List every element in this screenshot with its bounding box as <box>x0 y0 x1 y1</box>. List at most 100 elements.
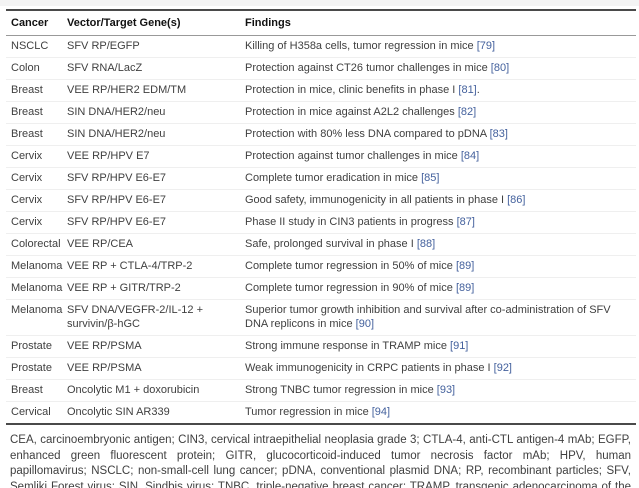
vector-cell: SFV RP/HPV E6-E7 <box>62 167 240 190</box>
cancer-cell: Melanoma <box>6 299 62 336</box>
cancer-cell: NSCLC <box>6 35 62 58</box>
cancer-cell: Breast <box>6 123 62 146</box>
table-row: Breast SIN DNA/HER2/neu Protection in mice… <box>6 101 636 124</box>
finding-text: Complete tumor eradication in mice <box>245 172 419 184</box>
table-row: Melanoma VEE RP + CTLA-4/TRP-2 Complete tu… <box>6 255 636 278</box>
finding-text: Phase II study in CIN3 patients in progr… <box>245 216 454 228</box>
finding-text: Good safety, immunogenicity in all patie… <box>245 194 505 206</box>
reference-link[interactable]: [79] <box>476 40 496 52</box>
finding-text: Complete tumor regression in 90% of mice <box>245 282 453 294</box>
table-row: Cervix SFV RP/HPV E6-E7 Complete tumor era… <box>6 167 636 190</box>
findings-cell: Complete tumor regression in 90% of mice… <box>240 277 636 300</box>
finding-text: Weak immunogenicity in CRPC patients in … <box>245 362 491 374</box>
cancer-cell: Cervix <box>6 167 62 190</box>
vector-cell: SFV RP/HPV E6-E7 <box>62 211 240 234</box>
findings-cell: Strong immune response in TRAMP mice [91… <box>240 335 636 358</box>
finding-text: Tumor regression in mice <box>245 406 369 418</box>
findings-cell: Safe, prolonged survival in phase I [88] <box>240 233 636 256</box>
finding-text: Strong immune response in TRAMP mice <box>245 340 447 352</box>
vector-cell: SFV RP/HPV E6-E7 <box>62 189 240 212</box>
reference-link[interactable]: [93] <box>436 384 456 396</box>
findings-cell: Tumor regression in mice [94] <box>240 402 636 425</box>
cancer-cell: Prostate <box>6 335 62 358</box>
reference-link[interactable]: [84] <box>460 150 480 162</box>
finding-text: Complete tumor regression in 50% of mice <box>245 260 453 272</box>
column-header-findings: Findings <box>240 10 636 36</box>
finding-text: Safe, prolonged survival in phase I <box>245 238 414 250</box>
cancer-cell: Cervix <box>6 145 62 168</box>
vector-cell: VEE RP/CEA <box>62 233 240 256</box>
vector-cell: Oncolytic M1 + doxorubicin <box>62 379 240 402</box>
reference-link[interactable]: [86] <box>507 194 526 206</box>
cancer-cell: Breast <box>6 79 62 102</box>
table-body: NSCLC SFV RP/EGFP Killing of H358a cells, … <box>6 35 636 425</box>
findings-cell: Protection against CT26 tumor challenges… <box>240 57 636 80</box>
reference-link[interactable]: [87] <box>456 216 475 228</box>
vector-cell: VEE RP/PSMA <box>62 335 240 358</box>
finding-text: Protection with 80% less DNA compared to… <box>245 128 487 140</box>
cancer-cell: Melanoma <box>6 255 62 278</box>
reference-link[interactable]: [91] <box>450 340 469 352</box>
reference-link[interactable]: [92] <box>493 362 512 374</box>
finding-text: Protection in mice against A2L2 challeng… <box>245 106 455 118</box>
findings-cell: Killing of H358a cells, tumor regression… <box>240 35 636 58</box>
reference-link[interactable]: [82] <box>457 106 477 118</box>
finding-text: Protection against tumor challenges in m… <box>245 150 458 162</box>
table-row: Cervix VEE RP/HPV E7 Protection against tu… <box>6 145 636 168</box>
findings-cell: Complete tumor regression in 50% of mice… <box>240 255 636 278</box>
findings-cell: Superior tumor growth inhibition and sur… <box>240 299 636 336</box>
reference-link[interactable]: [89] <box>455 260 475 272</box>
cancer-cell: Colon <box>6 57 62 80</box>
reference-link[interactable]: [83] <box>489 128 508 140</box>
findings-cell: Good safety, immunogenicity in all patie… <box>240 189 636 212</box>
findings-cell: Protection in mice, clinic benefits in p… <box>240 79 636 102</box>
table-row: Breast Oncolytic M1 + doxorubicin Strong T… <box>6 379 636 402</box>
findings-cell: Phase II study in CIN3 patients in progr… <box>240 211 636 234</box>
reference-link[interactable]: [90] <box>355 318 375 330</box>
cancer-cell: Colorectal <box>6 233 62 256</box>
vector-cell: VEE RP/PSMA <box>62 357 240 380</box>
vector-cell: VEE RP + GITR/TRP-2 <box>62 277 240 300</box>
reference-link[interactable]: [85] <box>421 172 440 184</box>
findings-cell: Strong TNBC tumor regression in mice [93… <box>240 379 636 402</box>
vector-cell: SFV RP/EGFP <box>62 35 240 58</box>
reference-link[interactable]: [81] <box>458 84 477 96</box>
finding-suffix: . <box>476 84 480 96</box>
finding-text: Killing of H358a cells, tumor regression… <box>245 40 474 52</box>
table-row: Prostate VEE RP/PSMA Weak immunogenicity i… <box>6 357 636 380</box>
vector-cell: SFV DNA/VEGFR-2/IL-12 + survivin/β-hGC <box>62 299 240 336</box>
vector-cell: Oncolytic SIN AR339 <box>67 406 170 418</box>
cancer-cell: Cervix <box>6 211 62 234</box>
table-row: Colon SFV RNA/LacZ Protection against CT26… <box>6 57 636 80</box>
reference-link[interactable]: [94] <box>371 406 391 418</box>
cancer-cell: Prostate <box>6 357 62 380</box>
abbreviations-footnote: CEA, carcinoembryonic antigen; CIN3, cer… <box>10 434 631 488</box>
table-row: Cervix SFV RP/HPV E6-E7 Phase II study in … <box>6 211 636 234</box>
table-row: Melanoma SFV DNA/VEGFR-2/IL-12 + survivin… <box>6 299 636 336</box>
vaccine-trials-table: Cancer Vector/Target Gene(s) Findings NS… <box>6 9 636 425</box>
vector-cell: VEE RP + CTLA-4/TRP-2 <box>62 255 240 278</box>
table-row: Cervical Oncolytic SIN AR339 Tumor regress… <box>6 402 636 425</box>
cancer-cell: Melanoma <box>6 277 62 300</box>
reference-link[interactable]: [88] <box>416 238 436 250</box>
table-row: Prostate VEE RP/PSMA Strong immune respons… <box>6 335 636 358</box>
findings-cell: Complete tumor eradication in mice [85] <box>240 167 636 190</box>
column-header-cancer: Cancer <box>6 10 62 36</box>
table-header: Cancer Vector/Target Gene(s) Findings <box>6 10 636 36</box>
finding-text: Superior tumor growth inhibition and sur… <box>245 304 611 330</box>
reference-link[interactable]: [80] <box>490 62 510 74</box>
table-container: Cancer Vector/Target Gene(s) Findings NS… <box>6 9 636 425</box>
findings-cell: Protection against tumor challenges in m… <box>240 145 636 168</box>
reference-link[interactable]: [89] <box>455 282 475 294</box>
cancer-cell: Cervix <box>6 189 62 212</box>
table-row: NSCLC SFV RP/EGFP Killing of H358a cells, … <box>6 35 636 58</box>
cancer-cell: Breast <box>6 101 62 124</box>
column-header-vector: Vector/Target Gene(s) <box>62 10 240 36</box>
findings-cell: Protection with 80% less DNA compared to… <box>240 123 636 146</box>
vector-cell: VEE RP/HPV E7 <box>62 145 240 168</box>
vector-cell: SIN DNA/HER2/neu <box>62 123 240 146</box>
table-row: Breast SIN DNA/HER2/neu Protection with 80… <box>6 123 636 146</box>
vector-cell: SIN DNA/HER2/neu <box>62 101 240 124</box>
vector-cell: SFV RNA/LacZ <box>62 57 240 80</box>
table-row: Cervix SFV RP/HPV E6-E7 Good safety, immun… <box>6 189 636 212</box>
